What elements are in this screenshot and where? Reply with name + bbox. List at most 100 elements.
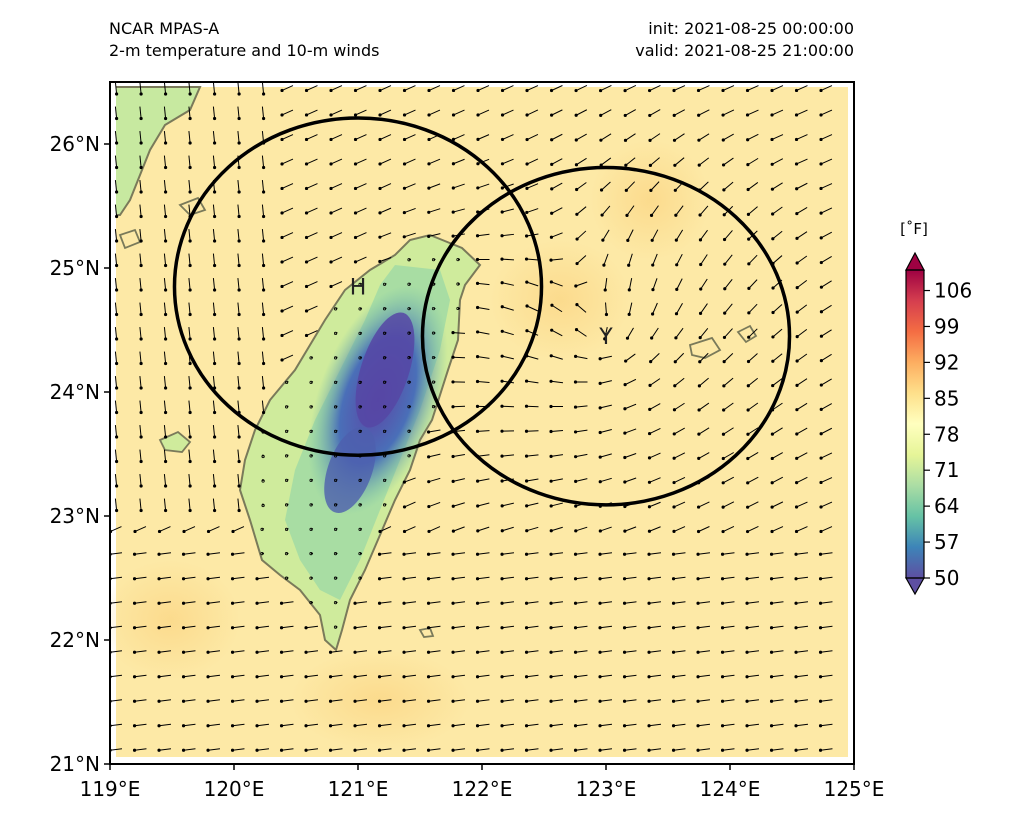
- wind-vector-head: [627, 263, 631, 267]
- wind-vector: [723, 427, 734, 435]
- wind-vector-head: [139, 484, 143, 488]
- wind-vector-head: [696, 748, 700, 752]
- wind-vector-head: [329, 186, 333, 191]
- wind-vector-head: [280, 284, 284, 289]
- wind-vector-head: [377, 577, 382, 581]
- wind-vector-head: [696, 601, 700, 605]
- wind-vector-head: [769, 577, 774, 581]
- wind-vector-head: [188, 141, 192, 145]
- wind-vector-head: [280, 113, 284, 117]
- wind-vector-head: [697, 163, 701, 167]
- wind-vector: [207, 723, 221, 727]
- wind-vector-head: [402, 552, 406, 556]
- wind-vector: [746, 699, 760, 702]
- wind-vector: [237, 449, 240, 462]
- wind-vector: [501, 552, 515, 555]
- wind-vector: [163, 130, 167, 144]
- wind-vector: [746, 748, 760, 751]
- wind-vector-head: [598, 724, 602, 728]
- wind-vector: [796, 304, 808, 313]
- wind-vector: [452, 332, 466, 334]
- wind-vector-head: [623, 455, 627, 460]
- wind-vector: [110, 674, 123, 678]
- wind-vector-head: [358, 429, 362, 434]
- wind-vector-head: [181, 552, 186, 556]
- wind-vector-head: [451, 380, 455, 384]
- wind-vector: [354, 723, 368, 727]
- wind-vector: [651, 229, 659, 241]
- wind-vector-head: [139, 190, 143, 194]
- wind-vector-head: [550, 113, 554, 117]
- wind-vector: [428, 748, 441, 751]
- wind-vector: [502, 158, 514, 165]
- y-tick-label: 21°N: [50, 752, 100, 776]
- wind-vector: [163, 326, 167, 340]
- wind-vector: [550, 380, 564, 384]
- wind-vector-head: [353, 675, 357, 679]
- wind-vector: [550, 258, 564, 261]
- wind-vector: [624, 625, 637, 629]
- wind-vector: [354, 748, 368, 751]
- wind-vector-head: [648, 163, 653, 167]
- wind-vector-head: [818, 601, 823, 605]
- wind-vector-head: [451, 577, 455, 581]
- wind-vector: [550, 454, 564, 457]
- colorbar-unit: [˚F]: [900, 220, 928, 238]
- wind-vector: [502, 355, 514, 360]
- wind-vector-head: [163, 92, 168, 96]
- wind-vector: [306, 330, 318, 336]
- wind-vector-head: [212, 288, 217, 292]
- wind-vector-head: [746, 384, 750, 388]
- wind-vector: [188, 155, 191, 168]
- wind-vector: [601, 181, 611, 191]
- wind-vector-head: [671, 650, 676, 654]
- wind-vector-head: [771, 286, 775, 290]
- wind-vector: [673, 526, 686, 532]
- wind-vector: [404, 232, 416, 238]
- wind-vector: [820, 231, 833, 239]
- wind-vector: [551, 478, 563, 482]
- wind-vector: [261, 228, 265, 242]
- wind-vector: [212, 449, 216, 462]
- wind-vector-head: [255, 724, 259, 728]
- model-name: NCAR MPAS-A: [109, 19, 220, 38]
- wind-vector: [237, 326, 240, 340]
- wind-vector-head: [745, 529, 750, 534]
- wind-vector: [551, 355, 563, 360]
- wind-vector-head: [720, 675, 725, 679]
- x-tick-label: 120°E: [204, 777, 265, 801]
- wind-vector-head: [139, 435, 143, 439]
- wind-vector-head: [309, 380, 313, 385]
- wind-vector-head: [163, 116, 168, 121]
- wind-vector-head: [769, 748, 774, 752]
- wind-vector-head: [382, 282, 387, 286]
- wind-vector: [698, 452, 710, 459]
- wind-vector: [330, 699, 343, 702]
- wind-vector: [281, 674, 294, 678]
- wind-vector-head: [722, 188, 726, 192]
- marker-label: H: [350, 276, 367, 301]
- wind-vector-head: [132, 675, 137, 679]
- wind-vector-head: [746, 505, 750, 509]
- wind-vector: [575, 650, 588, 653]
- wind-vector-head: [647, 577, 651, 581]
- wind-vector: [649, 403, 661, 410]
- wind-vector: [212, 375, 216, 389]
- wind-vector-head: [261, 288, 266, 292]
- wind-vector-head: [623, 113, 627, 118]
- wind-vector: [601, 205, 611, 216]
- wind-vector: [139, 375, 142, 389]
- wind-vector-head: [475, 626, 480, 630]
- wind-vector: [379, 109, 392, 116]
- wind-vector: [599, 601, 613, 604]
- wind-vector: [673, 501, 686, 508]
- wind-vector-head: [598, 455, 602, 459]
- wind-vector-head: [671, 552, 676, 556]
- wind-vector-head: [333, 576, 338, 580]
- wind-vector: [330, 281, 343, 287]
- wind-vector: [821, 256, 832, 263]
- wind-vector-head: [573, 601, 578, 605]
- wind-vector-head: [720, 626, 725, 630]
- wind-vector: [550, 625, 564, 629]
- wind-vector: [625, 133, 636, 141]
